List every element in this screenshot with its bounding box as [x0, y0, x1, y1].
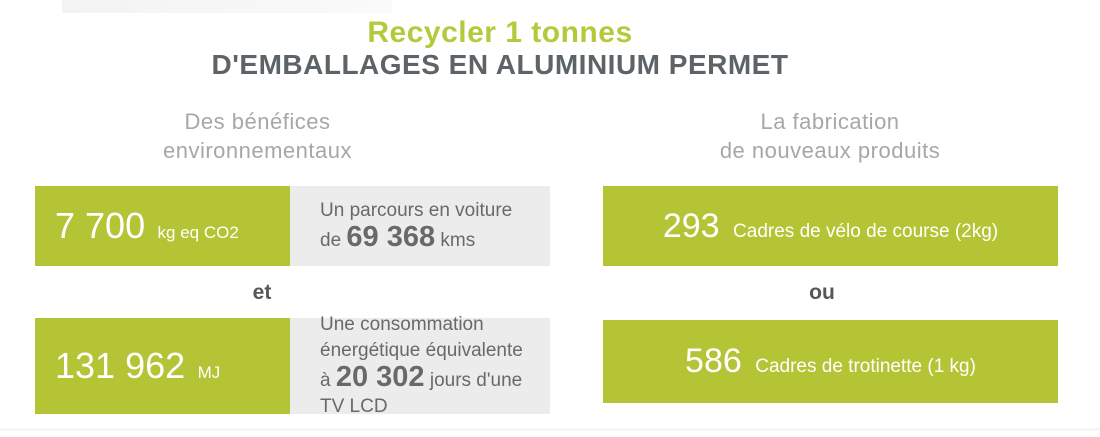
benefit-energy-box: 131 962 MJ: [35, 318, 303, 414]
left-column-header: Des bénéfices environnementaux: [85, 107, 430, 165]
equivalent-tv-box: Une consommation énergétique équivalente…: [290, 314, 550, 417]
equivalent-car-text: Un parcours en voiture de 69 368 kms: [320, 198, 538, 254]
top-edge-artifact: [62, 0, 392, 13]
product-bike-label: Cadres de vélo de course (2kg): [733, 220, 999, 242]
title-secondary: D'EMBALLAGES EN ALUMINIUM PERMET: [211, 49, 789, 80]
equivalent-car-prefix: Un parcours en voiture de: [320, 200, 513, 251]
right-column-header: La fabrication de nouveaux produits: [655, 107, 1005, 165]
equivalent-car-box: Un parcours en voiture de 69 368 kms: [290, 186, 550, 266]
equivalent-car-value: 69 368: [346, 221, 436, 253]
benefit-energy-unit: MJ: [197, 363, 221, 382]
product-bike-text: 293 Cadres de vélo de course (2kg): [663, 207, 998, 246]
title-primary: Recycler 1 tonnes: [367, 16, 633, 49]
connector-et: et: [252, 281, 272, 304]
product-scooter-box: 586 Cadres de trotinette (1 kg): [603, 320, 1058, 403]
benefit-co2-unit: kg eq CO2: [157, 223, 239, 242]
benefit-co2-text: 7 700 kg eq CO2: [55, 205, 239, 247]
product-bike-value: 293: [662, 206, 720, 245]
benefit-co2-value: 7 700: [55, 205, 146, 246]
product-scooter-label: Cadres de trotinette (1 kg): [755, 356, 976, 377]
left-column-header-line2: environnementaux: [162, 138, 352, 163]
right-column-header-line1: La fabrication: [760, 109, 900, 134]
benefit-energy-value: 131 962: [55, 345, 186, 386]
connector-ou: ou: [809, 281, 835, 304]
equivalent-tv-suffix: jours d'une TV LCD: [320, 370, 523, 417]
benefit-co2-box: 7 700 kg eq CO2: [35, 186, 303, 266]
benefit-energy-text: 131 962 MJ: [55, 345, 220, 387]
left-column-header-line1: Des bénéfices: [184, 109, 331, 134]
equivalent-tv-prefix: Une consommation énergétique équivalente…: [320, 314, 523, 391]
equivalent-tv-text: Une consommation énergétique équivalente…: [320, 312, 538, 420]
equivalent-tv-value: 20 302: [335, 361, 425, 393]
bottom-edge-artifact: [0, 428, 1100, 431]
equivalent-car-suffix: kms: [440, 230, 476, 251]
product-scooter-text: 586 Cadres de trotinette (1 kg): [685, 342, 976, 381]
product-scooter-value: 586: [685, 342, 742, 380]
right-column-header-line2: de nouveaux produits: [719, 138, 941, 163]
product-bike-box: 293 Cadres de vélo de course (2kg): [603, 186, 1058, 266]
